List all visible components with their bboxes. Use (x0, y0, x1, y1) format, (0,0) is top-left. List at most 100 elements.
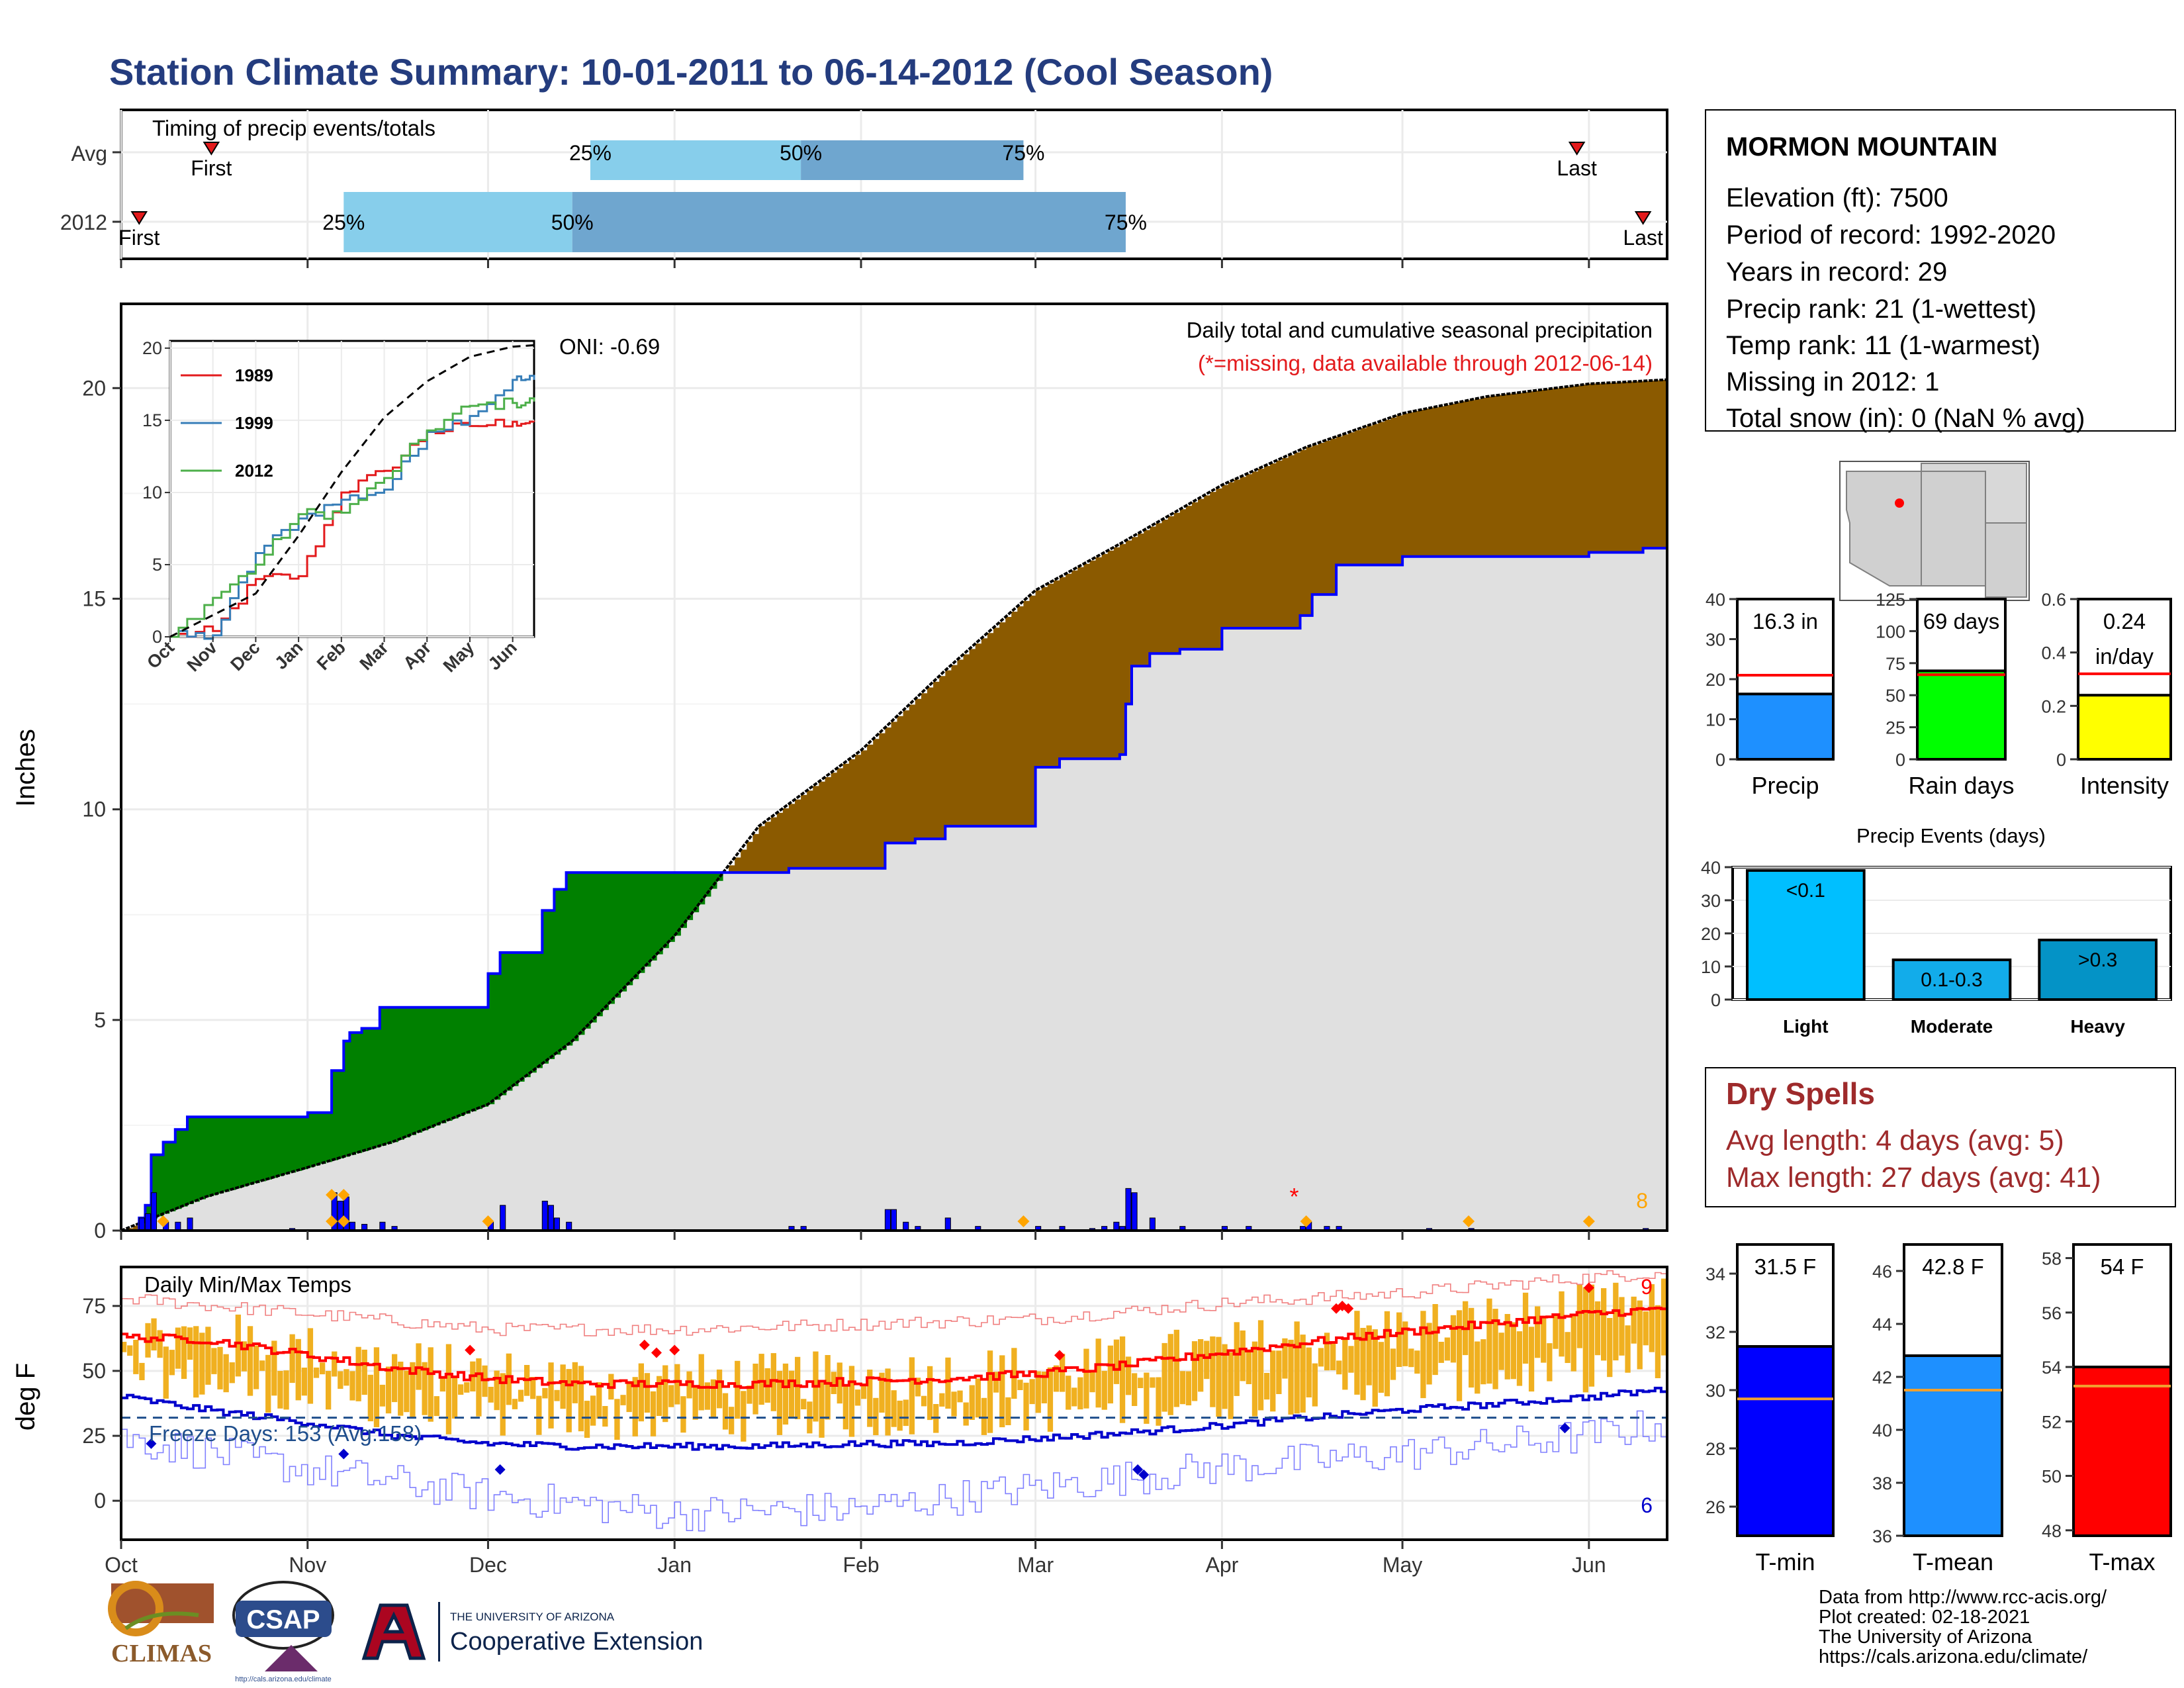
temp-bar-134 (927, 1366, 933, 1421)
timing-bar-lower-2012 (343, 192, 572, 252)
temp-t-min-ytick-label-2: 30 (1706, 1381, 1725, 1401)
temp-t-max-ytick-label-1: 50 (2042, 1467, 2062, 1487)
temp-bar-99 (716, 1369, 723, 1409)
inset-legend: 1989 1999 2012 (181, 365, 273, 481)
cum-ytick-label-3: 15 (82, 586, 106, 610)
credit-line-4: https://cals.arizona.edu/climate/ (1819, 1646, 2088, 1667)
temp-bar-219 (1438, 1342, 1444, 1363)
temp-bar-155 (1053, 1365, 1060, 1392)
temp-bar-3 (139, 1362, 145, 1380)
temp-bar-74 (566, 1369, 572, 1432)
temp-bar-147 (1005, 1397, 1011, 1425)
temp-bar-227 (1486, 1298, 1492, 1384)
temp-t-min-ytick-label-0: 26 (1706, 1497, 1725, 1517)
temp-bar-231 (1510, 1322, 1516, 1380)
season-rain-days-name: Rain days (1908, 772, 2014, 799)
temp-bar-243 (1582, 1287, 1588, 1393)
precip-events-title: Precip Events (days) (1856, 824, 2046, 847)
temp-bar-171 (1150, 1377, 1156, 1388)
temp-bar-252 (1637, 1300, 1643, 1370)
daily-precip-bar-35 (1131, 1192, 1138, 1231)
temp-bar-98 (710, 1379, 717, 1419)
timing-bars: 25% 50% 75% First Last 25% 50% 75% First Last (118, 140, 1663, 252)
temp-xtick-label-7: May (1383, 1553, 1422, 1577)
temp-t-max-ytick-label-4: 56 (2042, 1303, 2062, 1323)
temp-ytick-label-1: 25 (82, 1424, 106, 1448)
temp-bar-124 (867, 1370, 873, 1427)
ua-divider (438, 1602, 440, 1662)
temp-bar-57 (464, 1382, 470, 1393)
temp-t-min-bar (1736, 1345, 1835, 1537)
temp-bar-51 (428, 1347, 433, 1422)
cumulative-panel-frame (120, 303, 1668, 1232)
temp-bar-65 (512, 1399, 518, 1409)
page-title: Station Climate Summary: 10-01-2011 to 0… (109, 51, 1273, 93)
temp-bar-106 (758, 1354, 764, 1405)
temp-xtick-label-2: Dec (469, 1553, 507, 1577)
temp-bar-131 (909, 1357, 915, 1434)
inset-series-line-1989 (170, 418, 535, 638)
temp-xtick-label-1: Nov (289, 1553, 326, 1577)
temp-t-min-value-label: 31.5 F (1754, 1254, 1817, 1279)
heavy-event-marker-upper-0 (326, 1189, 338, 1201)
temp-bar-54 (445, 1344, 452, 1434)
avg-max-line (121, 1307, 1667, 1389)
temp-bar-8 (169, 1350, 175, 1376)
season-rain-days-value-label: 69 days (1923, 609, 2000, 633)
climas-logo: CLIMAS (108, 1581, 214, 1667)
timing-subtitle: Timing of precip events/totals (152, 116, 435, 140)
season-precip-ytick-label-1: 10 (1706, 710, 1725, 730)
temp-bar-241 (1570, 1314, 1576, 1372)
daily-precip-bar-15 (500, 1205, 506, 1231)
temp-bar-176 (1179, 1371, 1186, 1405)
temp-bar-83 (620, 1395, 626, 1405)
timing-first-marker-2012 (130, 211, 148, 225)
csap-logo-text: CSAP (246, 1605, 320, 1634)
temperature-ticks: 0 25 50 75 Oct Nov Dec Jan Feb Mar Apr May Jun (82, 1294, 1606, 1577)
temp-bar-193 (1282, 1338, 1288, 1379)
temp-bar-165 (1113, 1339, 1120, 1384)
cumulative-ticks: 0 5 10 15 20 (82, 376, 1590, 1243)
season-intensity-ytick-label-2: 0.4 (2041, 643, 2066, 663)
temp-bar-206 (1360, 1328, 1366, 1401)
temp-bar-153 (1041, 1372, 1047, 1403)
precip-events-chart: Precip Events (days) 010203040<0.1Light0… (1701, 824, 2172, 1037)
temp-bar-203 (1342, 1338, 1348, 1390)
temp-bar-234 (1528, 1327, 1535, 1392)
temp-bar-149 (1017, 1380, 1023, 1390)
station-info-box: MORMON MOUNTAIN Elevation (ft): 7500 Per… (1705, 109, 2176, 433)
temp-bar-145 (993, 1372, 999, 1393)
inset-legend-label-2012: 2012 (235, 461, 273, 481)
temp-xtick-label-4: Feb (842, 1553, 879, 1577)
temp-bar-20 (241, 1341, 248, 1372)
cum-ytick-label-4: 20 (82, 376, 106, 400)
temp-bar-31 (307, 1328, 314, 1404)
temp-xtick-label-3: Jan (657, 1553, 692, 1577)
daily-precip-bar-1 (144, 1213, 151, 1231)
inset-average-line (169, 344, 535, 638)
climas-logo-sprout (124, 1611, 199, 1630)
temp-t-min-ytick-label-4: 34 (1706, 1264, 1725, 1284)
temp-bar-14 (205, 1327, 211, 1385)
temp-bar-228 (1492, 1309, 1498, 1389)
season-precip-bar (1736, 692, 1835, 761)
temp-bar-248 (1613, 1282, 1619, 1361)
temp-bar-25 (271, 1340, 277, 1396)
temp-bar-86 (638, 1363, 644, 1422)
events-bar-moderate (1891, 959, 2012, 1001)
temp-bar-254 (1649, 1284, 1655, 1352)
temp-bar-62 (494, 1370, 500, 1411)
inset-ytick-label-3: 15 (142, 410, 162, 430)
oni-label: ONI: -0.69 (559, 334, 660, 359)
temp-t-max-value-label: 54 F (2100, 1254, 2144, 1279)
temperature-lines (121, 1270, 1668, 1532)
temp-bar-101 (729, 1407, 735, 1434)
temp-bar-166 (1119, 1336, 1126, 1423)
temp-bar-229 (1498, 1333, 1504, 1370)
timing-last-marker-2012 (1634, 211, 1652, 225)
daily-precip-bar-17 (547, 1205, 554, 1231)
temp-t-mean-ytick-label-1: 38 (1872, 1474, 1892, 1493)
temp-bar-78 (590, 1395, 596, 1426)
daily-precip-bar-23 (890, 1209, 897, 1231)
temp-bar-85 (632, 1377, 638, 1436)
